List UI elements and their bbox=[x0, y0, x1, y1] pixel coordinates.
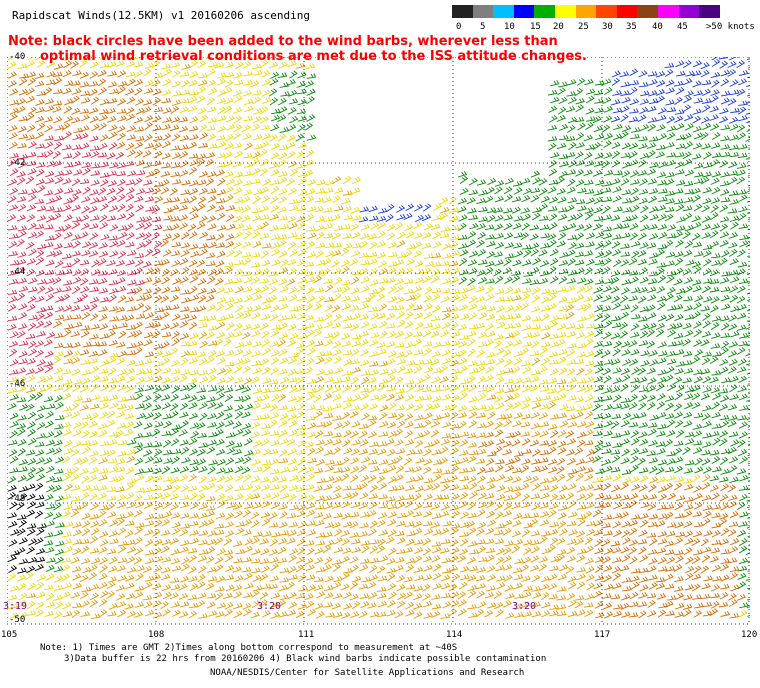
legend-label: 35 bbox=[626, 22, 637, 32]
wind-speed-legend: 0 5 10 15 20 25 30 35 40 45 >50 knots bbox=[452, 5, 755, 35]
note-line-2: optimal wind retrieval conditions are me… bbox=[40, 49, 587, 64]
lat-lon-grid bbox=[7, 57, 750, 625]
lat-label-46: -46 bbox=[9, 379, 26, 389]
legend-swatch bbox=[596, 5, 617, 18]
ribbon-note: Note: black circles have been added to t… bbox=[8, 34, 587, 64]
wind-barbs bbox=[7, 57, 750, 619]
lat-label-40: -40 bbox=[9, 52, 26, 62]
footnote-line-2: 3)Data buffer is 22 hrs from 20160206 4)… bbox=[64, 654, 547, 664]
lon-label-111: 111 bbox=[298, 630, 315, 640]
legend-swatch bbox=[513, 5, 535, 18]
legend-swatch bbox=[616, 5, 638, 18]
footnote-credit: NOAA/NESDIS/Center for Satellite Applica… bbox=[210, 668, 525, 678]
legend-swatch bbox=[452, 5, 473, 18]
legend-swatch bbox=[637, 5, 659, 18]
lon-label-108: 108 bbox=[148, 630, 165, 640]
legend-label: >50 knots bbox=[706, 22, 755, 32]
legend-label: 25 bbox=[578, 22, 589, 32]
legend-label: 0 bbox=[456, 22, 462, 32]
lon-label-120: 120 bbox=[741, 630, 758, 640]
legend-swatch bbox=[678, 5, 700, 18]
legend-labels: 0 5 10 15 20 25 30 35 40 45 >50 knots bbox=[452, 18, 755, 32]
legend-swatch bbox=[658, 5, 679, 18]
note-line-1: Note: black circles have been added to t… bbox=[8, 34, 558, 49]
legend-swatch bbox=[472, 5, 494, 18]
time-label-2: 3:20 bbox=[257, 601, 282, 612]
time-label-1: 3:19 bbox=[3, 601, 28, 612]
wind-barb-canvas bbox=[7, 57, 750, 625]
lat-label-50: -50 bbox=[9, 615, 26, 625]
legend-swatch bbox=[555, 5, 576, 18]
time-label-3: 3:20 bbox=[512, 601, 537, 612]
legend-label: 10 bbox=[504, 22, 515, 32]
legend-label: 20 bbox=[553, 22, 564, 32]
wind-barb-map bbox=[7, 57, 750, 625]
footnote-line-1: Note: 1) Times are GMT 2)Times along bot… bbox=[40, 643, 458, 653]
legend-label: 30 bbox=[602, 22, 613, 32]
lat-label-42: -42 bbox=[9, 158, 26, 168]
legend-label: 5 bbox=[480, 22, 486, 32]
lon-label-117: 117 bbox=[594, 630, 611, 640]
legend-swatch bbox=[534, 5, 556, 18]
legend-swatch bbox=[493, 5, 514, 18]
lat-label-48: -48 bbox=[9, 494, 26, 504]
legend-color-bar bbox=[452, 5, 720, 18]
lon-label-114: 114 bbox=[446, 630, 463, 640]
legend-swatch bbox=[575, 5, 597, 18]
legend-label: 40 bbox=[652, 22, 663, 32]
legend-swatch bbox=[699, 5, 720, 18]
map-title: Rapidscat Winds(12.5KM) v1 20160206 asce… bbox=[12, 9, 311, 22]
lon-label-105: 105 bbox=[1, 630, 18, 640]
lat-label-44: -44 bbox=[9, 267, 26, 277]
legend-label: 15 bbox=[530, 22, 541, 32]
legend-label: 45 bbox=[677, 22, 688, 32]
